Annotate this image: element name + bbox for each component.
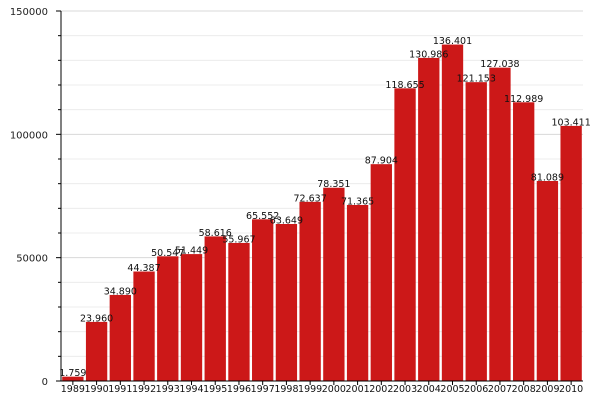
bar-1995 xyxy=(204,236,226,381)
bar-2008 xyxy=(513,102,535,382)
bar-1998 xyxy=(275,223,298,381)
x-tick-label-2007: 2007 xyxy=(488,384,512,395)
data-label-2007: 127.038 xyxy=(480,59,519,70)
x-tick-label-1998: 1998 xyxy=(274,384,298,395)
data-label-1990: 23.960 xyxy=(80,313,113,324)
x-tick-label-1993: 1993 xyxy=(156,384,180,395)
x-tick-label-1992: 1992 xyxy=(132,384,156,395)
y-tick-label: 150000 xyxy=(10,7,48,18)
bar-1993 xyxy=(157,256,179,381)
x-tick-label-2010: 2010 xyxy=(559,384,583,395)
x-tick-label-1996: 1996 xyxy=(227,384,251,395)
data-label-2004: 130.986 xyxy=(409,49,448,60)
x-tick-labels: 1989 1990 1991 1992 1993 1994 1995 1996 1997 1998… xyxy=(61,384,583,395)
bar-2007 xyxy=(489,67,511,382)
bar-1997 xyxy=(252,219,274,381)
grid-lines xyxy=(61,10,583,357)
x-tick-label-2002: 2002 xyxy=(369,384,393,395)
data-label-2010: 103.411 xyxy=(551,117,590,128)
data-label-1993: 50.547 xyxy=(151,248,184,259)
x-tick-label-2006: 2006 xyxy=(464,384,488,395)
data-label-2005: 136.401 xyxy=(433,36,472,47)
axes xyxy=(56,10,583,385)
data-label-2001: 71.365 xyxy=(341,196,374,207)
y-tick-label: 100000 xyxy=(10,130,48,141)
x-tick-label-2008: 2008 xyxy=(512,384,536,395)
x-tick-label-2000: 2000 xyxy=(322,384,346,395)
bar-2010 xyxy=(560,125,582,382)
y-tick-label: 0 xyxy=(42,377,48,388)
x-tick-label-1989: 1989 xyxy=(61,384,85,395)
bar-1992 xyxy=(133,271,155,381)
x-tick-label-2003: 2003 xyxy=(393,384,417,395)
bar-1999 xyxy=(299,201,321,381)
data-label-2009: 81.089 xyxy=(531,172,564,183)
y-tick-label: 50000 xyxy=(16,254,48,265)
data-label-1989: 1.759 xyxy=(59,368,86,379)
data-label-2006: 121.153 xyxy=(457,74,496,85)
data-label-1991: 34.890 xyxy=(104,286,137,297)
data-label-1998: 63.649 xyxy=(270,215,303,226)
data-label-2003: 118.655 xyxy=(385,80,424,91)
x-tick-label-1990: 1990 xyxy=(84,384,108,395)
data-label-1999: 72.637 xyxy=(294,193,327,204)
x-tick-label-2004: 2004 xyxy=(417,384,441,395)
data-label-2000: 78.351 xyxy=(317,179,350,190)
x-tick-label-2001: 2001 xyxy=(345,384,369,395)
bar-1990 xyxy=(85,321,108,381)
x-tick-label-1994: 1994 xyxy=(179,384,203,395)
bar-1991 xyxy=(109,294,131,381)
data-label-1997: 65.552 xyxy=(246,211,279,222)
data-label-1996: 55.967 xyxy=(222,234,255,245)
x-tick-label-2005: 2005 xyxy=(440,384,464,395)
bar-2006 xyxy=(465,82,487,381)
bar-2009 xyxy=(536,180,559,381)
y-tick-labels: 0 50000 100000 150000 xyxy=(10,7,48,388)
x-tick-label-1995: 1995 xyxy=(203,384,227,395)
x-tick-label-1991: 1991 xyxy=(108,384,132,395)
bar-2002 xyxy=(370,164,392,381)
data-label-1994: 51.449 xyxy=(175,246,208,257)
data-label-1995: 58.616 xyxy=(199,228,232,239)
data-label-2008: 112.989 xyxy=(504,94,543,105)
bar-2003 xyxy=(394,88,416,382)
x-tick-label-1997: 1997 xyxy=(251,384,275,395)
bar-1989 xyxy=(62,376,84,381)
bar-2000 xyxy=(323,187,345,381)
data-label-1992: 44.387 xyxy=(127,263,160,274)
bar-2005 xyxy=(441,44,464,382)
bar-1996 xyxy=(228,242,250,381)
x-tick-label-1999: 1999 xyxy=(298,384,322,395)
bar-1994 xyxy=(180,254,203,381)
x-tick-label-2009: 2009 xyxy=(535,384,559,395)
bar-2004 xyxy=(418,57,440,382)
data-label-2002: 87.904 xyxy=(365,156,398,167)
bar-2001 xyxy=(346,204,369,381)
bars xyxy=(62,44,582,382)
